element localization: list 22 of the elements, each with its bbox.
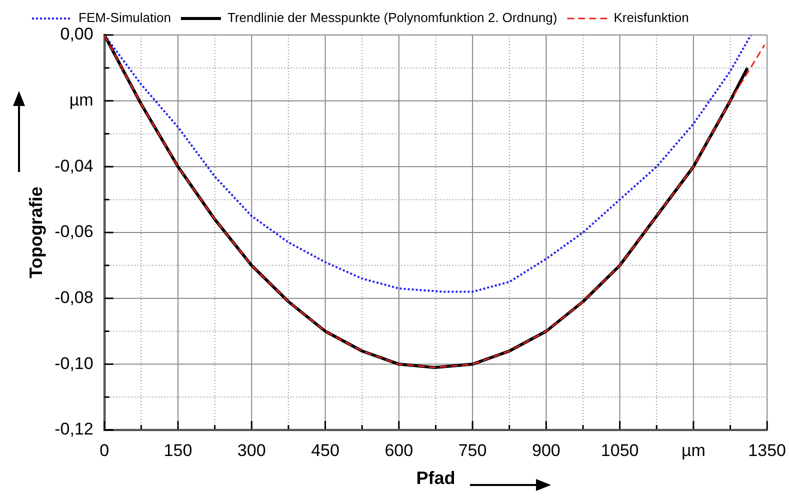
x-axis-title: Pfad [416, 468, 456, 488]
y-axis-title: Topografie [26, 186, 46, 278]
y-tick-label: µm [69, 90, 94, 110]
legend-label: FEM-Simulation [78, 10, 171, 26]
y-tick-label: 0,00 [60, 24, 94, 44]
y-tick-label: -0,08 [54, 288, 94, 308]
y-tick-label: -0,06 [54, 222, 94, 242]
y-tick-label: -0,12 [54, 420, 94, 439]
x-tick-label: 1350 [748, 440, 786, 460]
x-tick-label: µm [681, 440, 706, 460]
legend-label: Kreisfunktion [614, 10, 689, 26]
y-tick-label: -0,04 [54, 156, 94, 176]
x-tick-label: 1050 [600, 440, 639, 460]
x-tick-label: 150 [164, 440, 192, 460]
x-tick-label: 750 [458, 440, 487, 460]
x-tick-label: 0 [100, 440, 110, 460]
y-tick-label: -0,10 [54, 354, 94, 373]
x-tick-label: 600 [384, 440, 414, 460]
x-tick-label: 300 [237, 440, 266, 460]
x-tick-label: 450 [311, 440, 340, 460]
legend-label: Trendlinie der Messpunkte (Polynomfunktion 2. Ordnung) [227, 10, 558, 26]
x-tick-label: 900 [532, 440, 560, 460]
